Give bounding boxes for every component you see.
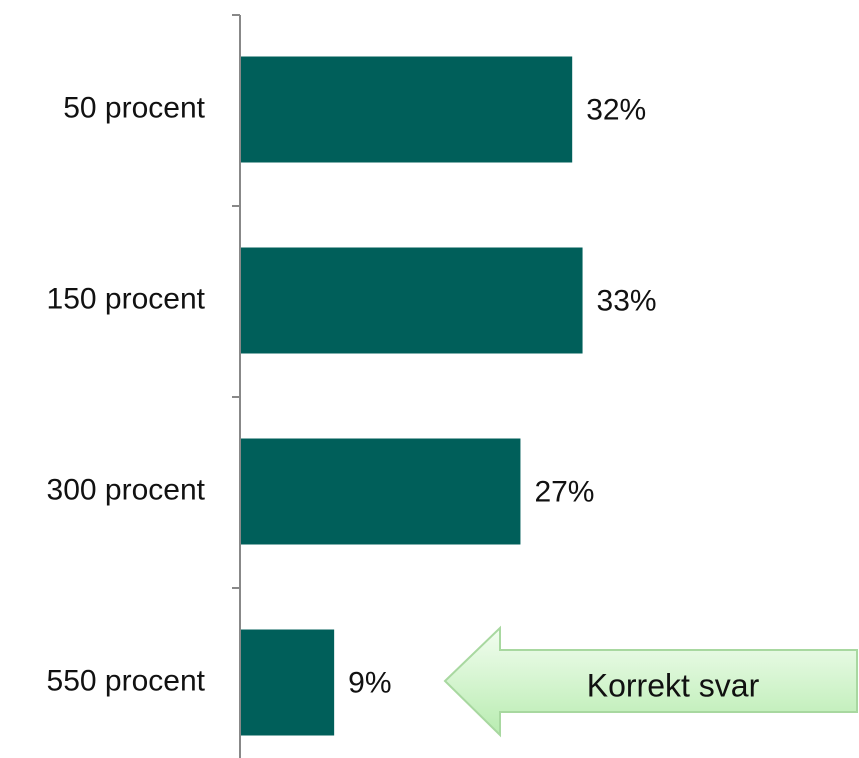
y-tick-label: 150 procent xyxy=(47,282,206,315)
annotation-text: Korrekt svar xyxy=(587,667,760,703)
y-tick-label: 50 procent xyxy=(63,91,205,124)
value-label: 27% xyxy=(534,475,594,508)
y-tick-label: 300 procent xyxy=(47,473,206,506)
bar xyxy=(241,247,583,354)
value-label: 9% xyxy=(348,666,391,699)
bar xyxy=(241,438,521,545)
y-tick-label: 550 procent xyxy=(47,664,206,697)
bar xyxy=(241,56,573,163)
value-label: 33% xyxy=(597,284,657,317)
bar xyxy=(241,629,335,736)
value-label: 32% xyxy=(586,93,646,126)
annotation-arrow: Korrekt svar xyxy=(443,625,858,738)
